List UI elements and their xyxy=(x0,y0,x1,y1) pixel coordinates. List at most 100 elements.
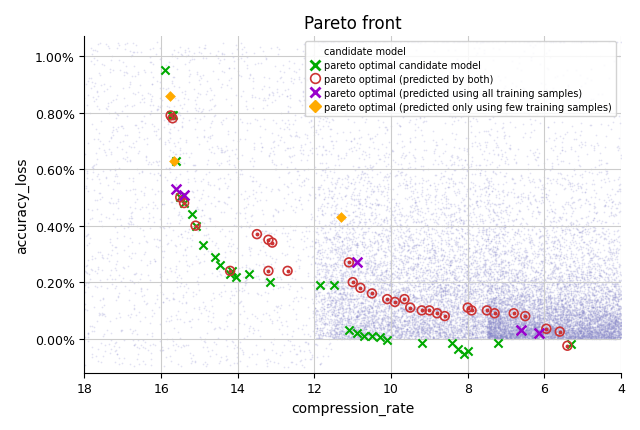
Point xyxy=(411,317,421,324)
Point xyxy=(347,292,357,298)
Point xyxy=(604,291,614,298)
Point xyxy=(146,96,156,103)
Point xyxy=(495,323,505,330)
Point xyxy=(508,293,518,300)
Point xyxy=(501,332,511,339)
Point xyxy=(123,312,133,319)
Point xyxy=(378,289,388,296)
Point xyxy=(211,351,221,358)
Point xyxy=(525,263,536,270)
Point xyxy=(482,269,492,276)
Point xyxy=(549,299,559,306)
Point xyxy=(118,265,129,272)
Point xyxy=(332,298,342,305)
Point xyxy=(570,334,580,341)
Point xyxy=(353,104,364,111)
Point xyxy=(518,326,528,333)
Point xyxy=(316,182,326,189)
Point xyxy=(296,285,307,292)
Point xyxy=(452,304,462,311)
Point xyxy=(501,320,511,327)
Point xyxy=(492,286,502,293)
Point xyxy=(324,332,335,339)
Point xyxy=(540,320,550,327)
Point xyxy=(275,75,285,82)
Point xyxy=(456,291,467,298)
Point xyxy=(557,215,567,221)
Point xyxy=(322,321,332,328)
Point xyxy=(327,188,337,195)
Point xyxy=(401,284,411,291)
Point xyxy=(306,83,316,90)
Point xyxy=(556,332,566,339)
Point xyxy=(424,323,434,330)
Point xyxy=(416,277,426,284)
Point xyxy=(499,309,509,316)
Point xyxy=(468,335,478,342)
Point xyxy=(607,324,618,331)
Point xyxy=(399,331,409,338)
Point xyxy=(196,207,207,214)
Point xyxy=(394,331,404,338)
Point xyxy=(436,321,446,328)
Point xyxy=(529,325,540,332)
Point xyxy=(316,104,326,111)
Point xyxy=(531,278,541,285)
Point xyxy=(390,299,400,306)
Point xyxy=(326,346,336,353)
Point xyxy=(371,40,381,46)
Point xyxy=(542,323,552,330)
Point xyxy=(615,316,625,323)
Point xyxy=(491,321,501,328)
Point xyxy=(335,316,345,322)
Point xyxy=(505,316,515,322)
Point xyxy=(355,219,365,226)
Point xyxy=(536,305,546,312)
Point xyxy=(524,292,534,299)
Point xyxy=(545,311,555,318)
Point xyxy=(614,263,625,270)
Point xyxy=(326,240,337,246)
Point xyxy=(573,333,583,340)
Point xyxy=(324,318,334,325)
Point xyxy=(369,257,380,264)
Point xyxy=(495,313,506,319)
Point xyxy=(562,319,572,326)
Point xyxy=(360,263,371,270)
Point xyxy=(474,319,484,326)
Point xyxy=(376,322,387,329)
Point xyxy=(498,328,508,335)
Point xyxy=(401,329,411,336)
Point xyxy=(570,322,580,329)
Point xyxy=(422,250,432,257)
Point xyxy=(561,310,572,317)
Point xyxy=(588,280,598,286)
Point xyxy=(319,321,330,328)
Point xyxy=(356,226,367,233)
Point xyxy=(415,212,425,219)
Point xyxy=(108,128,118,135)
Point xyxy=(472,232,482,239)
Point xyxy=(573,314,584,321)
Point xyxy=(545,321,556,328)
Point xyxy=(422,313,433,319)
Point xyxy=(564,301,575,308)
Point xyxy=(560,292,570,299)
Point xyxy=(328,335,338,341)
Point xyxy=(382,189,392,196)
Point xyxy=(429,306,439,313)
Point xyxy=(484,310,494,317)
Point xyxy=(516,198,527,205)
Point xyxy=(561,300,572,307)
Point xyxy=(527,333,538,340)
Point xyxy=(365,218,375,225)
Point xyxy=(513,324,524,331)
Point xyxy=(436,266,446,273)
Point xyxy=(550,305,561,312)
Point xyxy=(262,102,272,109)
Point xyxy=(535,307,545,314)
Point xyxy=(445,311,455,318)
Point xyxy=(540,290,550,297)
Point xyxy=(520,293,531,300)
Point xyxy=(565,329,575,335)
